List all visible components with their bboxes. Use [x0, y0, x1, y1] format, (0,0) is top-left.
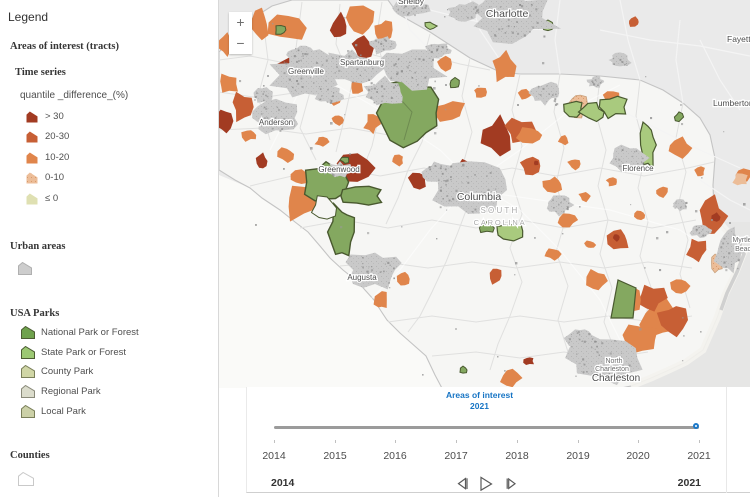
svg-text:Anderson: Anderson [259, 118, 293, 127]
svg-text:Greenville: Greenville [288, 67, 325, 76]
svg-text:Beach: Beach [735, 246, 750, 253]
svg-text:Charleston: Charleston [592, 373, 640, 384]
svg-text:Augusta: Augusta [347, 273, 377, 282]
svg-text:Lumberton: Lumberton [713, 98, 750, 108]
svg-text:Charlotte: Charlotte [486, 8, 529, 20]
svg-text:Spartanburg: Spartanburg [340, 58, 384, 67]
svg-text:Greenwood: Greenwood [318, 165, 359, 174]
svg-text:Columbia: Columbia [457, 191, 502, 203]
svg-text:North: North [605, 358, 622, 365]
svg-text:Myrtle: Myrtle [732, 237, 750, 244]
svg-text:Shelby: Shelby [398, 0, 425, 6]
svg-text:Fayettevill: Fayettevill [727, 34, 750, 44]
svg-text:SOUTH: SOUTH [481, 206, 520, 215]
svg-text:Charleston: Charleston [595, 366, 629, 373]
svg-text:Florence: Florence [622, 164, 654, 173]
svg-text:CAROLINA: CAROLINA [474, 218, 527, 227]
